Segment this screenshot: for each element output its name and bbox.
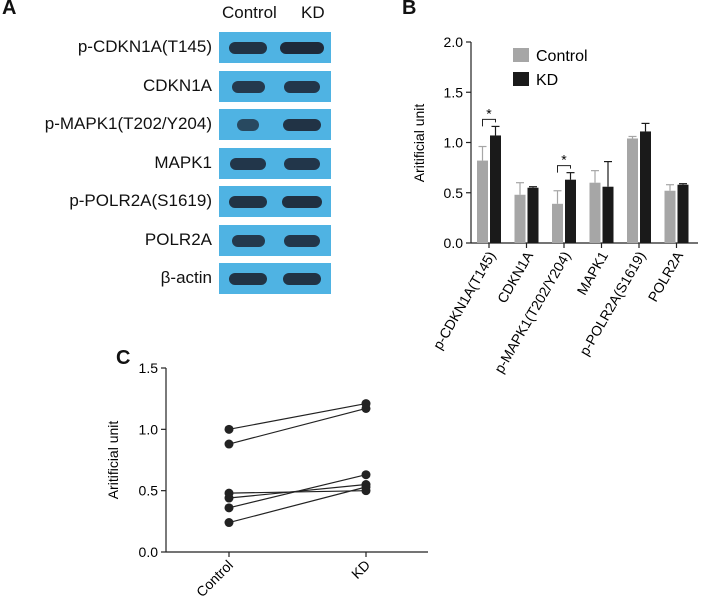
lane-header-control: Control [222, 3, 277, 22]
blot-strip [219, 186, 331, 217]
bar-chart-y-tick-label: 2.0 [444, 34, 464, 50]
bar [640, 131, 651, 243]
panel-b-label: B [402, 0, 417, 19]
blot-strip [219, 32, 331, 63]
blot-strip [219, 109, 331, 140]
legend-label: KD [536, 72, 558, 89]
significance-bracket [482, 118, 496, 127]
blot-band [284, 157, 320, 170]
data-point-kd [361, 403, 371, 413]
dot-plot-y-tick-label: 0.0 [139, 544, 159, 560]
dot-plot-x-tick-label: Control [193, 557, 236, 600]
blot-band [283, 119, 321, 131]
blot-band [284, 80, 320, 93]
data-point-control [224, 439, 234, 449]
pair-line [228, 402, 367, 430]
blot-band [229, 196, 267, 208]
blot-band [231, 234, 265, 247]
data-point-kd [361, 470, 371, 480]
significance-bracket [557, 165, 571, 173]
bar-chart-y-tick-label: 0.5 [444, 185, 464, 201]
significance-marker: * [561, 152, 567, 168]
blot-band [229, 42, 267, 54]
dot-plot-y-axis-label: Aritificial unit [105, 421, 121, 500]
dot-plot-y-tick-label: 0.5 [139, 483, 159, 499]
bar [627, 138, 638, 243]
bar [589, 182, 601, 243]
bar [664, 190, 676, 243]
dot-plot-y-tick-label: 1.5 [139, 360, 159, 376]
blot-band [237, 119, 259, 131]
blot-strip [219, 224, 331, 256]
legend-label: Control [536, 48, 588, 65]
data-point-kd [361, 482, 371, 492]
pair-line [228, 407, 367, 445]
dot-plot-x-tick-label: KD [348, 557, 373, 582]
blot-strip [219, 263, 331, 294]
data-point-control [224, 493, 234, 503]
blot-strip [219, 70, 331, 102]
pair-line [228, 474, 367, 509]
panel-a-label: A [2, 0, 17, 19]
bar-chart-y-axis-label: Aritificial unit [411, 104, 427, 183]
bar [527, 187, 539, 243]
bar [565, 179, 576, 243]
lane-header-kd: KD [301, 3, 325, 22]
bar [552, 203, 563, 243]
blot-row-label: POLR2A [144, 229, 212, 249]
blot-band [282, 196, 322, 208]
blot-band [283, 273, 321, 285]
blot-row-label: p-CDKN1A(T145) [77, 37, 212, 56]
significance-marker: * [486, 105, 492, 121]
blot-row-label: p-POLR2A(S1619) [69, 191, 212, 210]
dot-plot-y-tick-label: 1.0 [139, 421, 159, 437]
bar [602, 186, 614, 243]
blot-row-label: CDKN1A [143, 75, 212, 95]
blot-band [231, 80, 265, 93]
bar-chart-y-tick-label: 0.0 [444, 235, 464, 251]
blot-band [230, 157, 266, 170]
data-point-control [224, 424, 234, 434]
panel-c-label: C [116, 347, 131, 369]
blot-band [284, 234, 320, 247]
blot-band [229, 273, 267, 285]
bar [677, 184, 689, 243]
legend-swatch [513, 72, 529, 86]
bar [490, 135, 501, 243]
data-point-control [224, 518, 234, 528]
legend-swatch [513, 48, 529, 62]
blot-row-label: MAPK1 [154, 152, 212, 172]
blot-row-label: β-actin [160, 268, 212, 287]
bar [477, 160, 488, 243]
data-point-control [224, 503, 234, 513]
bar [514, 194, 526, 243]
blot-row-label: p-MAPK1(T202/Y204) [44, 114, 212, 133]
blot-band [280, 42, 324, 54]
pair-line [228, 486, 367, 524]
bar-chart-y-tick-label: 1.5 [444, 84, 464, 100]
blot-strip [219, 147, 331, 179]
bar-chart-y-tick-label: 1.0 [444, 135, 464, 151]
